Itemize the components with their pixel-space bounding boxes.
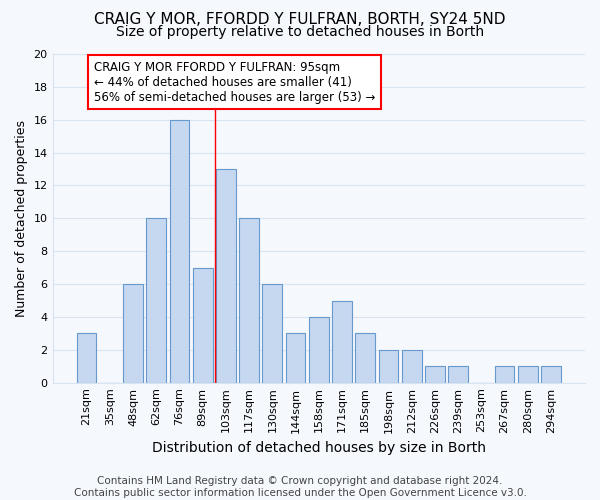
Bar [146,218,166,382]
Bar [123,284,143,382]
Bar [448,366,468,382]
Bar [193,268,212,382]
Text: CRAIG Y MOR, FFORDD Y FULFRAN, BORTH, SY24 5ND: CRAIG Y MOR, FFORDD Y FULFRAN, BORTH, SY… [94,12,506,28]
Bar [170,120,190,382]
Bar [262,284,282,382]
Bar [77,334,97,382]
Bar [402,350,422,382]
Bar [309,317,329,382]
Bar [425,366,445,382]
Y-axis label: Number of detached properties: Number of detached properties [15,120,28,317]
Bar [355,334,375,382]
Text: CRAIG Y MOR FFORDD Y FULFRAN: 95sqm
← 44% of detached houses are smaller (41)
56: CRAIG Y MOR FFORDD Y FULFRAN: 95sqm ← 44… [94,60,375,104]
Text: Size of property relative to detached houses in Borth: Size of property relative to detached ho… [116,25,484,39]
Bar [541,366,561,382]
Bar [332,300,352,382]
Text: Contains HM Land Registry data © Crown copyright and database right 2024.
Contai: Contains HM Land Registry data © Crown c… [74,476,526,498]
Bar [216,169,236,382]
Bar [286,334,305,382]
Bar [494,366,514,382]
Bar [239,218,259,382]
Bar [379,350,398,382]
X-axis label: Distribution of detached houses by size in Borth: Distribution of detached houses by size … [152,441,486,455]
Bar [518,366,538,382]
